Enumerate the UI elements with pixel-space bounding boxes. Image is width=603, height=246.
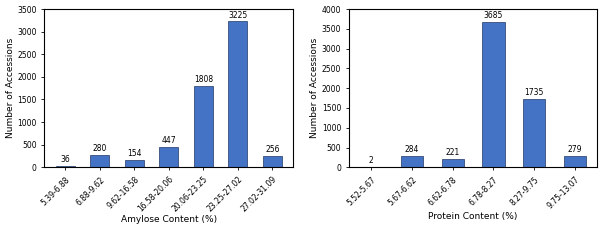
Y-axis label: Number of Accessions: Number of Accessions (5, 38, 14, 138)
Bar (90, 155, 109, 167)
Text: 221: 221 (446, 148, 460, 157)
Bar (55, 166, 75, 167)
Text: 284: 284 (405, 145, 419, 154)
Text: 2: 2 (369, 156, 374, 165)
Bar (441, 158, 464, 167)
Bar (482, 21, 505, 167)
Bar (159, 147, 178, 167)
Bar (401, 156, 423, 167)
Bar (194, 86, 213, 167)
Text: 3685: 3685 (484, 11, 503, 20)
Bar (263, 156, 282, 167)
Y-axis label: Number of Accessions: Number of Accessions (310, 38, 319, 138)
X-axis label: Protein Content (%): Protein Content (%) (428, 212, 518, 221)
Text: 3225: 3225 (228, 11, 247, 20)
Bar (564, 156, 586, 167)
X-axis label: Amylose Content (%): Amylose Content (%) (121, 215, 217, 224)
Text: 1808: 1808 (194, 75, 213, 84)
Text: 280: 280 (93, 144, 107, 153)
Bar (125, 160, 144, 167)
Text: 1735: 1735 (525, 88, 544, 97)
Text: 256: 256 (265, 145, 280, 154)
Bar (523, 99, 545, 167)
Text: 154: 154 (127, 149, 142, 158)
Text: 36: 36 (60, 155, 70, 164)
Text: 279: 279 (567, 145, 582, 154)
Text: 447: 447 (162, 136, 176, 145)
Bar (229, 21, 247, 167)
